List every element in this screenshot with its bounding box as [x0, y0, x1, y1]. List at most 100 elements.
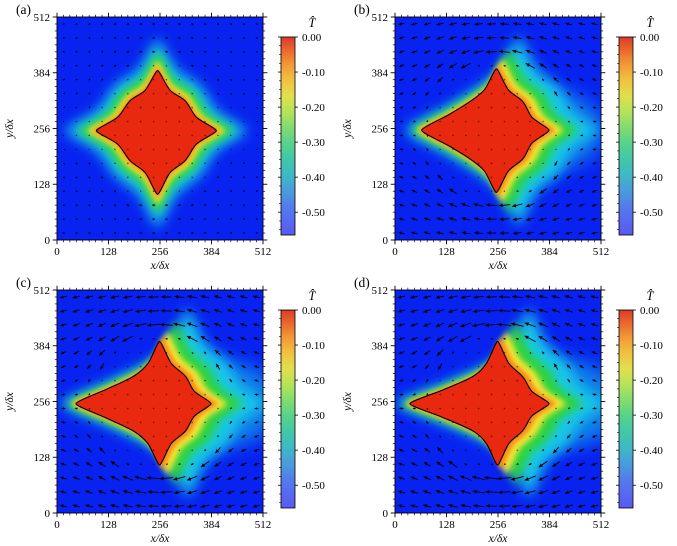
- y-tick-label: 128: [372, 452, 389, 464]
- colorbar-tick-label: -0.30: [640, 410, 663, 422]
- axes: [390, 285, 606, 518]
- panel-plot-b: 0 128 256 384 512 0 128 256 384 512 x/δx y/δx (b) 0.0…: [342, 2, 663, 272]
- panel-a: 0 128 256 384 512 0 128 256 384 512 x/δx y/δx (a) 0.0…: [0, 0, 339, 273]
- y-tick-label: 512: [372, 12, 389, 24]
- dendrite-interface-contour: [421, 68, 550, 194]
- y-tick-label: 128: [34, 452, 51, 464]
- y-tick-label: 384: [34, 68, 51, 80]
- temperature-field: [395, 290, 601, 513]
- y-tick-label: 128: [34, 179, 51, 191]
- velocity-vectors: [398, 22, 598, 235]
- panel-label: (d): [354, 275, 370, 290]
- colorbar-tick-label: -0.50: [302, 207, 325, 219]
- colorbar-tick-label: -0.40: [302, 172, 325, 184]
- y-tick-label: 512: [34, 285, 51, 297]
- colorbar-tick-label: -0.30: [640, 137, 663, 149]
- colorbar-tick-label: -0.20: [640, 102, 663, 114]
- x-tick-label: 0: [54, 246, 60, 258]
- x-tick-label: 512: [255, 519, 272, 531]
- colorbar-tick-label: -0.40: [640, 172, 663, 184]
- dendrite-interface-contour: [95, 70, 217, 195]
- colorbar-title: T̂: [647, 289, 655, 303]
- x-tick-label: 384: [203, 519, 220, 531]
- x-tick-label: 128: [100, 519, 117, 531]
- panel-label: (b): [354, 2, 370, 17]
- x-tick-label: 384: [541, 519, 558, 531]
- x-tick-label: 256: [490, 519, 507, 531]
- x-axis-label: x/δx: [488, 260, 509, 272]
- colorbar-tick-label: -0.20: [640, 375, 663, 387]
- x-tick-label: 0: [392, 519, 398, 531]
- colorbar-tick-label: -0.30: [302, 137, 325, 149]
- temperature-field: [57, 17, 263, 240]
- panel-c: 0 128 256 384 512 0 128 256 384 512 x/δx y/δx (c) 0.0…: [0, 273, 339, 546]
- x-tick-label: 512: [593, 246, 610, 258]
- colorbar-title: T̂: [647, 16, 655, 30]
- x-tick-label: 384: [541, 246, 558, 258]
- colorbar-title: T̂: [309, 289, 317, 303]
- x-axis-label: x/δx: [150, 260, 171, 272]
- velocity-vectors: [59, 294, 261, 509]
- y-tick-label: 384: [372, 341, 389, 353]
- y-tick-label: 512: [372, 285, 389, 297]
- y-axis-label: y/δx: [342, 391, 354, 412]
- velocity-vectors: [62, 22, 258, 235]
- colorbar-tick-label: -0.40: [640, 445, 663, 457]
- dendrite-interface-contour: [409, 340, 550, 466]
- colorbar-tick-label: 0.00: [640, 305, 660, 317]
- x-tick-label: 128: [100, 246, 117, 258]
- colorbar-tick-label: -0.10: [302, 67, 325, 79]
- y-axis-label: y/δx: [4, 391, 16, 412]
- panel-label: (c): [16, 275, 31, 290]
- y-tick-label: 0: [383, 508, 389, 520]
- x-axis-label: x/δx: [488, 533, 509, 545]
- colorbar-tick-label: -0.50: [640, 480, 663, 492]
- x-tick-label: 256: [152, 519, 169, 531]
- colorbar-tick-label: -0.20: [302, 375, 325, 387]
- colorbar: 0.00 -0.10 -0.20 -0.30 -0.40 -0.50 T̂: [616, 16, 663, 236]
- temperature-field: [57, 290, 263, 513]
- colorbar: 0.00 -0.10 -0.20 -0.30 -0.40 -0.50 T̂: [278, 16, 325, 236]
- colorbar-tick-label: -0.50: [640, 207, 663, 219]
- y-tick-label: 0: [383, 235, 389, 247]
- x-tick-label: 0: [54, 519, 60, 531]
- axes: [52, 12, 268, 245]
- x-tick-label: 128: [438, 519, 455, 531]
- colorbar-tick-label: -0.10: [640, 67, 663, 79]
- panel-b: 0 128 256 384 512 0 128 256 384 512 x/δx y/δx (b) 0.0…: [338, 0, 677, 273]
- y-tick-label: 512: [34, 12, 51, 24]
- colorbar-tick-label: -0.40: [302, 445, 325, 457]
- colorbar-tick-label: -0.50: [302, 480, 325, 492]
- x-tick-label: 128: [438, 246, 455, 258]
- y-tick-label: 256: [372, 123, 389, 135]
- panel-label: (a): [16, 2, 31, 17]
- colorbar-tick-label: -0.20: [302, 102, 325, 114]
- y-tick-label: 256: [372, 396, 389, 408]
- x-tick-label: 512: [255, 246, 272, 258]
- panel-plot-c: 0 128 256 384 512 0 128 256 384 512 x/δx y/δx (c) 0.0…: [4, 275, 325, 545]
- colorbar: 0.00 -0.10 -0.20 -0.30 -0.40 -0.50 T̂: [616, 289, 663, 509]
- x-tick-label: 512: [593, 519, 610, 531]
- y-axis-label: y/δx: [4, 118, 16, 139]
- panel-d: 0 128 256 384 512 0 128 256 384 512 x/δx y/δx (d) 0.0…: [338, 273, 677, 546]
- y-tick-label: 256: [34, 396, 51, 408]
- colorbar-tick-label: 0.00: [640, 32, 660, 44]
- colorbar-tick-label: -0.10: [640, 340, 663, 352]
- y-axis-label: y/δx: [342, 118, 354, 139]
- y-tick-label: 128: [372, 179, 389, 191]
- x-tick-label: 256: [490, 246, 507, 258]
- colorbar-tick-label: 0.00: [302, 32, 322, 44]
- panel-plot-d: 0 128 256 384 512 0 128 256 384 512 x/δx y/δx (d) 0.0…: [342, 275, 663, 545]
- axes: [52, 285, 268, 518]
- colorbar-title: T̂: [309, 16, 317, 30]
- y-tick-label: 256: [34, 123, 51, 135]
- temperature-field: [395, 17, 601, 240]
- x-tick-label: 0: [392, 246, 398, 258]
- velocity-vectors: [397, 294, 599, 509]
- colorbar-tick-label: 0.00: [302, 305, 322, 317]
- y-tick-label: 384: [34, 341, 51, 353]
- y-tick-label: 0: [45, 235, 51, 247]
- x-tick-label: 384: [203, 246, 220, 258]
- colorbar: 0.00 -0.10 -0.20 -0.30 -0.40 -0.50 T̂: [278, 289, 325, 509]
- colorbar-tick-label: -0.30: [302, 410, 325, 422]
